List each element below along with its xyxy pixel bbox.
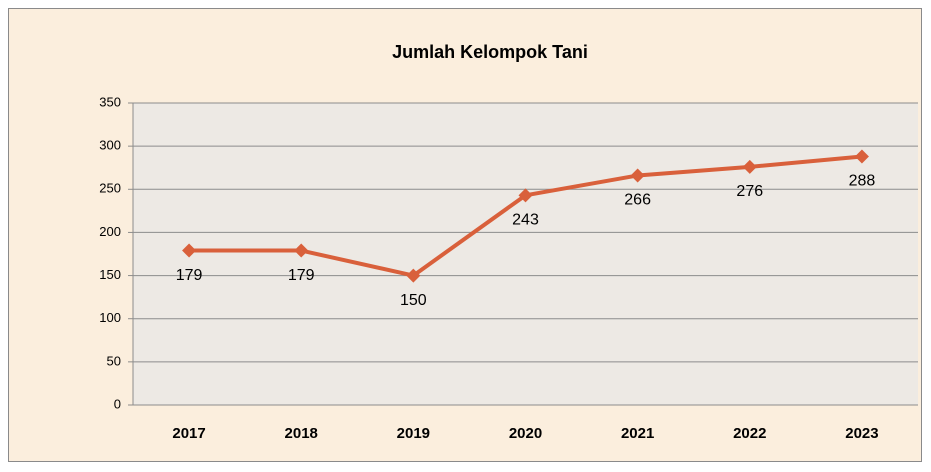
x-tick-label: 2019 [397, 425, 430, 442]
y-tick-label: 150 [99, 267, 121, 282]
y-tick-label: 350 [99, 94, 121, 109]
y-tick-label: 0 [114, 396, 121, 411]
point [518, 188, 533, 203]
data-label: 276 [736, 183, 763, 200]
y-tick-label: 250 [99, 181, 121, 196]
x-tick-label: 2022 [733, 425, 766, 442]
y-tick-label: 50 [107, 353, 121, 368]
data-label: 179 [288, 267, 315, 284]
y-tick-label: 300 [99, 138, 121, 153]
plot-area [133, 103, 918, 405]
point [182, 243, 197, 258]
x-tick-label: 2023 [845, 425, 878, 442]
y-tick-label: 100 [99, 310, 121, 325]
data-label: 243 [512, 212, 539, 229]
data-label: 288 [849, 173, 876, 190]
x-tick-label: 2017 [172, 425, 205, 442]
point [854, 149, 869, 164]
x-tick-label: 2018 [285, 425, 318, 442]
x-tick-label: 2021 [621, 425, 654, 442]
y-tick-label: 200 [99, 224, 121, 239]
data-label: 150 [400, 292, 427, 309]
point [742, 159, 757, 174]
x-tick-label: 2020 [509, 425, 542, 442]
chart-title: Jumlah Kelompok Tani [392, 42, 588, 62]
data-label: 179 [176, 267, 203, 284]
point [630, 168, 645, 183]
point [294, 243, 309, 258]
data-label: 266 [624, 192, 651, 209]
point [406, 268, 421, 283]
